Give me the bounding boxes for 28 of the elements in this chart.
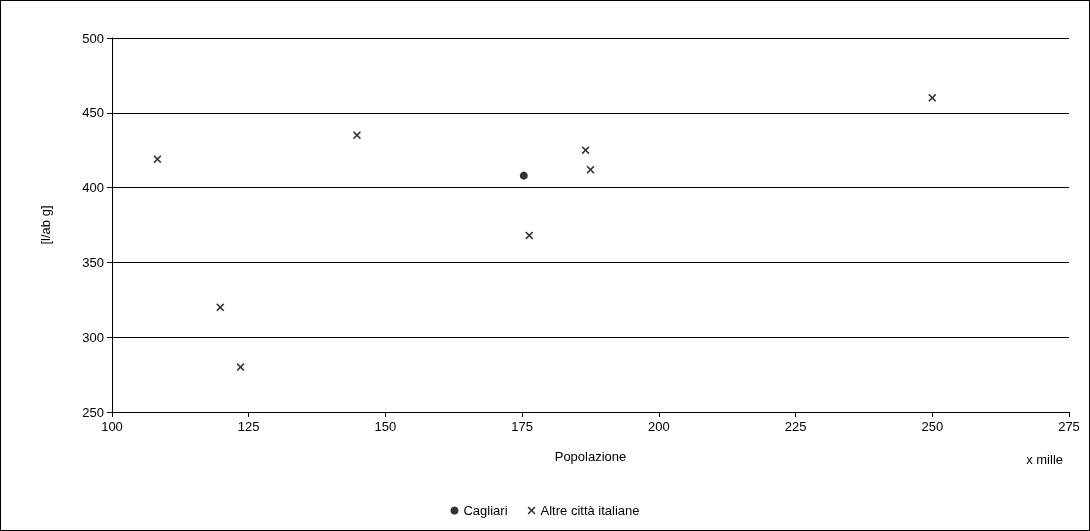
y-tick-label: 500 [82, 30, 104, 46]
point [519, 171, 528, 180]
x-tick-label: 175 [511, 419, 533, 434]
x-axis-title: Popolazione [554, 449, 627, 464]
y-tick-label: 450 [82, 105, 104, 121]
point [525, 231, 534, 240]
y-tick-label: 350 [82, 254, 104, 270]
x-tick-label: 225 [784, 419, 807, 434]
point [586, 165, 595, 174]
point [216, 303, 225, 312]
legend-label: Cagliari [463, 503, 508, 518]
text: x mille [1026, 452, 1064, 467]
point [581, 146, 590, 155]
y-tick-label: 250 [82, 404, 104, 420]
x-tick-label: 200 [648, 419, 670, 434]
legend-label: Altre città italiane [540, 503, 640, 518]
y-axis-title: [l/ab g] [38, 205, 53, 245]
point [153, 155, 162, 164]
x-tick-label: 100 [101, 419, 123, 434]
x-tick-label: 250 [921, 419, 944, 434]
point [236, 363, 245, 372]
point [928, 93, 937, 102]
y-tick-label: 300 [82, 329, 104, 345]
point [352, 131, 361, 140]
x-tick-label: 150 [374, 419, 397, 434]
y-tick-label: 400 [82, 180, 104, 196]
x-tick-label: 275 [1058, 419, 1080, 434]
x-tick-label: 125 [237, 419, 260, 434]
